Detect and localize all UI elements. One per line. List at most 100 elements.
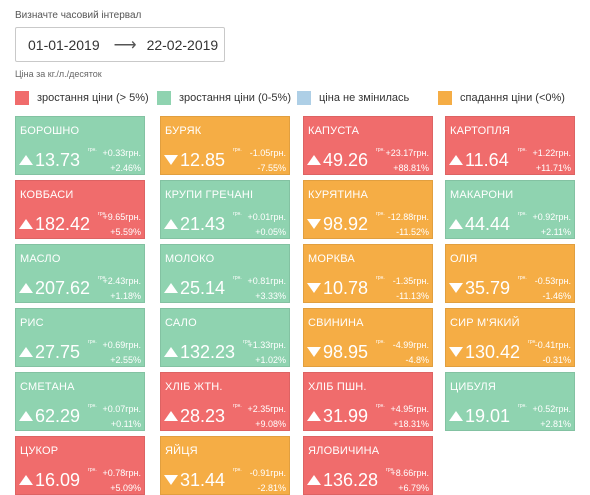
product-card[interactable]: МОРКВА 10.78 грн. -1.35грн. -11.13%: [303, 244, 433, 303]
price-value: 136.28: [323, 470, 379, 490]
product-card[interactable]: БУРЯК 12.85 грн. -1.05грн. -7.55%: [160, 116, 290, 175]
price-change-percent: -1.46%: [542, 291, 571, 301]
price-change-percent: -2.81%: [257, 483, 286, 493]
price-unit: грн.: [98, 275, 107, 281]
legend-label: зростання ціни (> 5%): [37, 92, 149, 104]
triangle-down-icon: [164, 155, 178, 165]
price-unit: грн.: [233, 147, 242, 153]
price-value: 31.44: [180, 470, 226, 490]
price-value: 12.85: [180, 150, 226, 170]
price-unit: грн.: [518, 211, 527, 217]
triangle-down-icon: [307, 347, 321, 357]
price-change: -12.88грн.: [387, 212, 429, 222]
product-name: МОРКВА: [308, 253, 355, 265]
product-name: ХЛІБ ПШН.: [308, 381, 367, 393]
product-card[interactable]: МОЛОКО 25.14 грн. +0.81грн. +3.33%: [160, 244, 290, 303]
product-card[interactable]: ХЛІБ ЖТН. 28.23 грн. +2.35грн. +9.08%: [160, 372, 290, 431]
product-card[interactable]: РИС 27.75 грн. +0.69грн. +2.55%: [15, 308, 145, 367]
date-to[interactable]: 22-02-2019: [146, 36, 219, 53]
triangle-up-icon: [19, 219, 33, 229]
product-name: МАСЛО: [20, 253, 61, 265]
price-change-percent: -0.31%: [542, 355, 571, 365]
product-card[interactable]: ОЛІЯ 35.79 грн. -0.53грн. -1.46%: [445, 244, 575, 303]
price-change-percent: +88.81%: [393, 163, 429, 173]
price-value: 10.78: [323, 278, 369, 298]
product-card[interactable]: СВИНИНА 98.95 грн. -4.99грн. -4.8%: [303, 308, 433, 367]
price-unit: грн.: [243, 339, 252, 345]
product-card[interactable]: КАРТОПЛЯ 11.64 грн. +1.22грн. +11.71%: [445, 116, 575, 175]
product-card[interactable]: МАСЛО 207.62 грн. +2.43грн. +1.18%: [15, 244, 145, 303]
date-range-picker[interactable]: 01-01-2019 ⟶ 22-02-2019: [15, 27, 225, 62]
price-unit: грн.: [376, 339, 385, 345]
price-change-percent: +0.11%: [110, 419, 141, 429]
product-price: 35.79: [449, 278, 510, 298]
legend-swatch: [157, 91, 171, 105]
product-card[interactable]: КОВБАСИ 182.42 грн. +9.65грн. +5.59%: [15, 180, 145, 239]
product-price: 11.64: [449, 150, 509, 170]
price-value: 27.75: [35, 342, 81, 362]
product-name: КАРТОПЛЯ: [450, 125, 511, 137]
product-card[interactable]: КУРЯТИНА 98.92 грн. -12.88грн. -11.52%: [303, 180, 433, 239]
triangle-up-icon: [307, 155, 321, 165]
price-change-percent: +2.81%: [540, 419, 571, 429]
product-card[interactable]: ЯЙЦЯ 31.44 грн. -0.91грн. -2.81%: [160, 436, 290, 495]
legend-label: ціна не змінилась: [319, 92, 410, 104]
price-unit: грн.: [376, 275, 385, 281]
price-change: +23.17грн.: [385, 148, 429, 158]
product-card[interactable]: КАПУСТА 49.26 грн. +23.17грн. +88.81%: [303, 116, 433, 175]
price-change-percent: +1.02%: [255, 355, 286, 365]
price-value: 44.44: [465, 214, 511, 234]
product-price: 13.73: [19, 150, 80, 170]
price-unit: грн.: [88, 339, 97, 345]
price-change: +0.07грн.: [102, 404, 141, 414]
product-card[interactable]: МАКАРОНИ 44.44 грн. +0.92грн. +2.11%: [445, 180, 575, 239]
product-card[interactable]: ЯЛОВИЧИНА 136.28 грн. +8.66грн. +6.79%: [303, 436, 433, 495]
product-name: РИС: [20, 317, 44, 329]
price-value: 21.43: [180, 214, 226, 234]
product-price: 19.01: [449, 406, 510, 426]
price-change: +2.35грн.: [247, 404, 286, 414]
product-card[interactable]: СИР М'ЯКИЙ 130.42 грн. -0.41грн. -0.31%: [445, 308, 575, 367]
product-card[interactable]: ХЛІБ ПШН. 31.99 грн. +4.95грн. +18.31%: [303, 372, 433, 431]
product-card[interactable]: ЦУКОР 16.09 грн. +0.78грн. +5.09%: [15, 436, 145, 495]
interval-label: Визначте часовий інтервал: [15, 10, 142, 21]
product-price: 25.14: [164, 278, 225, 298]
triangle-up-icon: [307, 475, 321, 485]
price-change: +1.22грн.: [532, 148, 571, 158]
price-unit: грн.: [518, 147, 527, 153]
product-price: 49.26: [307, 150, 368, 170]
product-card[interactable]: БОРОШНО 13.73 грн. +0.33грн. +2.46%: [15, 116, 145, 175]
price-value: 207.62: [35, 278, 91, 298]
product-price: 207.62: [19, 278, 90, 298]
price-unit: грн.: [376, 211, 385, 217]
legend-label: спадання ціни (<0%): [460, 92, 565, 104]
product-price: 16.09: [19, 470, 80, 490]
price-change: -0.91грн.: [249, 468, 286, 478]
product-price: 130.42: [449, 342, 520, 362]
triangle-down-icon: [164, 475, 178, 485]
price-value: 98.92: [323, 214, 369, 234]
price-change: -4.99грн.: [392, 340, 429, 350]
price-change: -0.41грн.: [534, 340, 571, 350]
price-unit: грн.: [88, 467, 97, 473]
price-change-percent: +2.55%: [110, 355, 141, 365]
price-unit: грн.: [518, 403, 527, 409]
product-card[interactable]: СМЕТАНА 62.29 грн. +0.07грн. +0.11%: [15, 372, 145, 431]
price-change: +0.01грн.: [247, 212, 286, 222]
price-change-percent: -7.55%: [257, 163, 286, 173]
arrow-right-icon: ⟶: [113, 36, 137, 54]
product-card[interactable]: КРУПИ ГРЕЧАНІ 21.43 грн. +0.01грн. +0.05%: [160, 180, 290, 239]
price-change: +0.33грн.: [102, 148, 141, 158]
product-price: 132.23: [164, 342, 235, 362]
product-price: 98.95: [307, 342, 368, 362]
product-name: ЦУКОР: [20, 445, 59, 457]
product-price: 62.29: [19, 406, 80, 426]
price-change-percent: +9.08%: [255, 419, 286, 429]
product-price: 182.42: [19, 214, 90, 234]
price-value: 31.99: [323, 406, 369, 426]
triangle-up-icon: [164, 283, 178, 293]
date-from[interactable]: 01-01-2019: [28, 36, 100, 53]
product-card[interactable]: САЛО 132.23 грн. +1.33грн. +1.02%: [160, 308, 290, 367]
triangle-up-icon: [19, 347, 33, 357]
product-card[interactable]: ЦИБУЛЯ 19.01 грн. +0.52грн. +2.81%: [445, 372, 575, 431]
